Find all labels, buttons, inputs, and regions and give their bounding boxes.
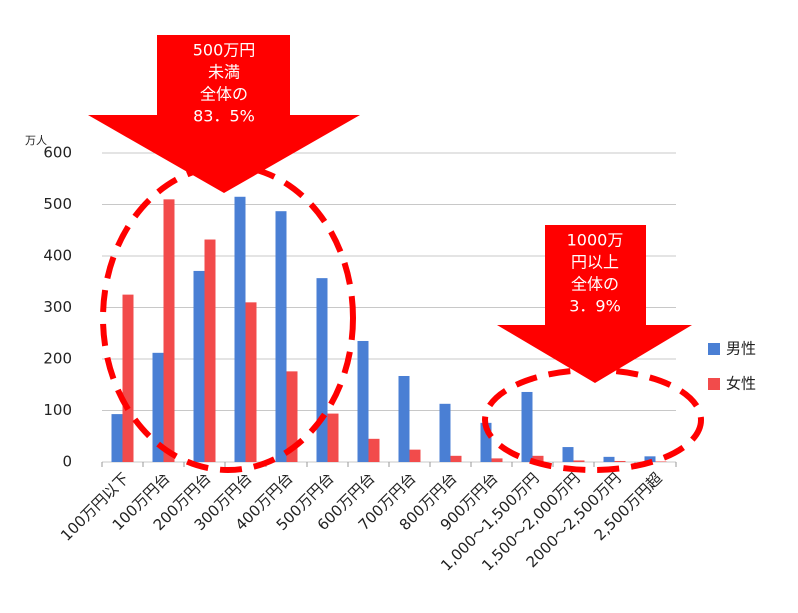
legend-swatch: [708, 378, 720, 390]
bar: [316, 278, 328, 462]
bar: [398, 375, 410, 462]
legend-label: 男性: [726, 340, 756, 358]
bar: [480, 422, 492, 462]
bar: [573, 460, 585, 462]
annotation-text: 83．5%: [193, 107, 255, 126]
annotation-text: 円以上: [571, 253, 619, 272]
bar: [234, 196, 246, 462]
bar: [327, 413, 339, 462]
bar: [204, 239, 216, 462]
bar: [562, 447, 574, 462]
annotation-text: 1000万: [567, 231, 624, 250]
highlight-ellipse: [482, 367, 704, 473]
bar: [655, 461, 667, 462]
bar: [193, 270, 205, 462]
bar: [152, 352, 164, 462]
bar: [439, 403, 451, 462]
bar: [245, 302, 257, 462]
arrow: [497, 225, 692, 383]
arrow: [88, 35, 360, 193]
annotation-text: 未満: [208, 63, 240, 82]
bar: [163, 199, 175, 462]
legend-label: 女性: [726, 375, 756, 393]
annotation-text: 全体の: [571, 275, 619, 294]
y-tick-label: 600: [43, 144, 72, 162]
y-axis-unit: 万人: [25, 134, 47, 147]
bar: [368, 438, 380, 462]
annotation-text: 3．9%: [569, 297, 621, 316]
bar: [614, 460, 626, 462]
bar: [450, 455, 462, 462]
bar: [122, 294, 134, 462]
y-tick-label: 300: [43, 298, 72, 316]
y-tick-label: 400: [43, 247, 72, 265]
annotation-text: 500万円: [193, 41, 256, 60]
bar: [357, 340, 369, 462]
bar: [644, 456, 656, 462]
bar: [521, 391, 533, 462]
bar: [532, 455, 544, 462]
y-tick-label: 500: [43, 195, 72, 213]
y-tick-label: 200: [43, 350, 72, 368]
bar: [491, 458, 503, 462]
bar: [275, 211, 287, 462]
y-tick-label: 100: [43, 401, 72, 419]
bar: [111, 414, 123, 462]
bar: [286, 371, 298, 462]
annotation-text: 全体の: [200, 85, 248, 104]
y-tick-label: 0: [62, 453, 72, 471]
bar: [603, 456, 615, 462]
legend-swatch: [708, 343, 720, 355]
highlight-ellipse: [100, 163, 356, 473]
bar: [409, 449, 421, 462]
